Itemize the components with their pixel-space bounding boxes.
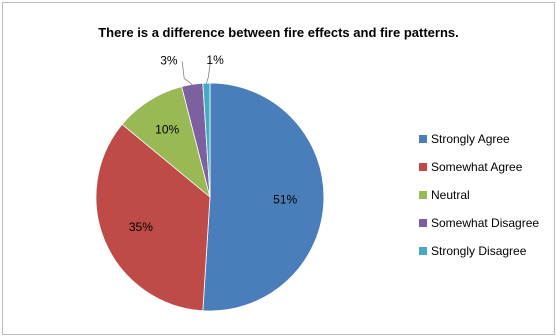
leader-line-strongly-disagree xyxy=(206,61,211,84)
data-label-somewhat-agree: 35% xyxy=(129,220,153,234)
legend-label: Somewhat Disagree xyxy=(431,216,540,230)
legend-label: Somewhat Agree xyxy=(431,160,523,174)
data-label-neutral: 10% xyxy=(155,123,179,137)
pie-slice-neutral xyxy=(121,86,211,199)
legend-swatch xyxy=(419,219,427,227)
data-label-somewhat-disagree: 3% xyxy=(160,53,178,67)
legend-item-somewhat-agree: Somewhat Agree xyxy=(419,160,539,174)
legend-item-strongly-disagree: Strongly Disagree xyxy=(419,244,539,258)
legend-swatch xyxy=(419,191,427,199)
data-label-strongly-disagree: 1% xyxy=(206,53,224,67)
data-label-strongly-agree: 51% xyxy=(273,192,297,206)
pie-slice-somewhat-agree xyxy=(95,123,211,312)
legend-label: Strongly Disagree xyxy=(431,244,527,258)
pie-chart: 51% 35% 10% 3% 1% xyxy=(95,53,325,312)
pie-slice-strongly-agree xyxy=(202,82,325,312)
chart-title: There is a difference between fire effec… xyxy=(98,25,459,40)
legend-item-somewhat-disagree: Somewhat Disagree xyxy=(419,216,539,230)
legend-item-strongly-agree: Strongly Agree xyxy=(419,132,539,146)
legend-swatch xyxy=(419,135,427,143)
legend: Strongly Agree Somewhat Agree Neutral Somew… xyxy=(419,132,539,272)
legend-label: Neutral xyxy=(431,188,470,202)
leader-line-somewhat-disagree xyxy=(181,61,193,85)
legend-swatch xyxy=(419,247,427,255)
legend-item-neutral: Neutral xyxy=(419,188,539,202)
legend-swatch xyxy=(419,163,427,171)
legend-label: Strongly Agree xyxy=(431,132,510,146)
